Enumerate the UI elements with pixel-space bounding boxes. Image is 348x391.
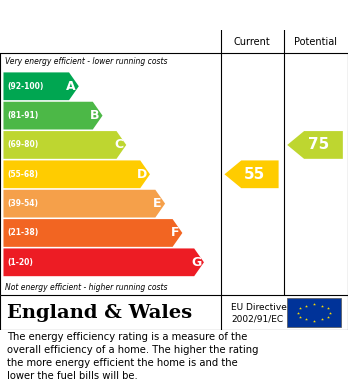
Text: Energy Efficiency Rating: Energy Efficiency Rating bbox=[10, 7, 213, 23]
Text: 75: 75 bbox=[308, 138, 329, 152]
Text: G: G bbox=[191, 256, 201, 269]
Text: (39-54): (39-54) bbox=[8, 199, 39, 208]
Text: (69-80): (69-80) bbox=[8, 140, 39, 149]
Polygon shape bbox=[3, 72, 79, 100]
Text: (55-68): (55-68) bbox=[8, 170, 39, 179]
Text: Current: Current bbox=[234, 37, 271, 47]
Text: England & Wales: England & Wales bbox=[7, 303, 192, 321]
Text: Not energy efficient - higher running costs: Not energy efficient - higher running co… bbox=[5, 283, 168, 292]
Polygon shape bbox=[3, 131, 126, 159]
Text: (1-20): (1-20) bbox=[8, 258, 33, 267]
Text: the more energy efficient the home is and the: the more energy efficient the home is an… bbox=[7, 358, 238, 368]
Bar bbox=[0, 30, 348, 53]
Text: lower the fuel bills will be.: lower the fuel bills will be. bbox=[7, 371, 138, 381]
Text: 2002/91/EC: 2002/91/EC bbox=[231, 314, 284, 323]
Polygon shape bbox=[224, 160, 279, 188]
Text: The energy efficiency rating is a measure of the: The energy efficiency rating is a measur… bbox=[7, 332, 247, 342]
Text: B: B bbox=[90, 109, 100, 122]
Bar bbox=[287, 298, 341, 327]
Text: C: C bbox=[114, 138, 123, 151]
Text: 55: 55 bbox=[244, 167, 266, 182]
Polygon shape bbox=[3, 248, 204, 276]
Text: (92-100): (92-100) bbox=[8, 82, 44, 91]
Text: F: F bbox=[171, 226, 179, 239]
Text: D: D bbox=[137, 168, 148, 181]
Text: (81-91): (81-91) bbox=[8, 111, 39, 120]
Polygon shape bbox=[3, 190, 165, 217]
Text: EU Directive: EU Directive bbox=[231, 303, 287, 312]
Text: A: A bbox=[66, 80, 76, 93]
Text: overall efficiency of a home. The higher the rating: overall efficiency of a home. The higher… bbox=[7, 345, 259, 355]
Text: Potential: Potential bbox=[294, 37, 337, 47]
Text: E: E bbox=[153, 197, 162, 210]
Polygon shape bbox=[3, 160, 150, 188]
Text: Very energy efficient - lower running costs: Very energy efficient - lower running co… bbox=[5, 57, 168, 66]
Polygon shape bbox=[3, 219, 182, 247]
Polygon shape bbox=[287, 131, 343, 159]
Polygon shape bbox=[3, 102, 103, 129]
Text: (21-38): (21-38) bbox=[8, 228, 39, 237]
